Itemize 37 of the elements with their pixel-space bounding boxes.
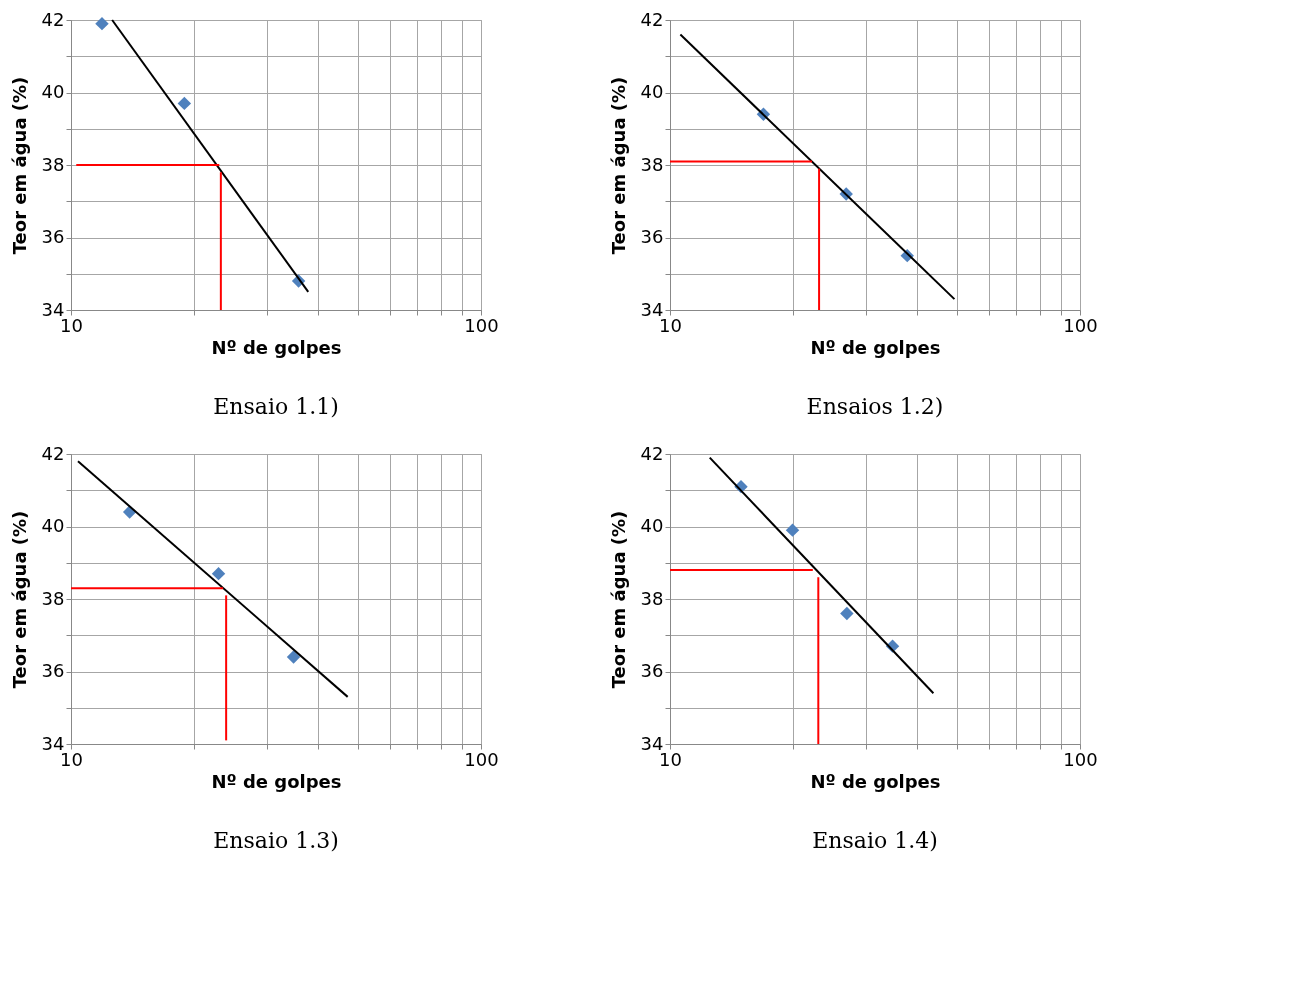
y-tick-label: 34 <box>640 298 664 320</box>
y-tick-label: 36 <box>640 660 664 681</box>
y-tick-label: 40 <box>41 81 65 102</box>
y-axis-title: Teor em água (%) <box>8 76 30 255</box>
point <box>785 523 800 537</box>
y-tick-label: 34 <box>41 732 65 754</box>
y-tick-label: 40 <box>41 515 65 536</box>
y-tick-label: 42 <box>640 442 664 464</box>
text: Ensaio 1.4) <box>812 828 938 853</box>
y-tick-label: 36 <box>41 660 65 681</box>
x-tick-label: 100 <box>1063 314 1098 336</box>
text: Ensaio 1.1) <box>213 394 339 419</box>
y-tick-label: 42 <box>41 442 65 464</box>
x-axis-title: Nº de golpes <box>211 770 342 792</box>
text: Ensaio 1.3) <box>213 828 339 853</box>
y-tick-label: 38 <box>640 153 664 175</box>
x-axis-title: Nº de golpes <box>211 336 342 358</box>
y-axis-title: Teor em água (%) <box>8 510 30 689</box>
x-axis-title: Nº de golpes <box>810 770 941 792</box>
y-tick-label: 42 <box>41 8 65 30</box>
y-tick-label: 34 <box>41 298 65 320</box>
x-tick-label: 100 <box>464 748 499 770</box>
y-tick-label: 36 <box>41 226 65 247</box>
x-tick-label: 100 <box>1063 748 1098 770</box>
y-tick-label: 40 <box>640 81 664 102</box>
y-tick-label: 38 <box>41 153 65 175</box>
y-tick-label: 38 <box>41 587 65 609</box>
y-tick-label: 38 <box>640 587 664 609</box>
y-tick-label: 40 <box>640 515 664 536</box>
y-axis-title: Teor em água (%) <box>607 76 629 255</box>
x-axis-title: Nº de golpes <box>810 336 941 358</box>
text: Ensaios 1.2) <box>806 394 944 419</box>
y-axis-title: Teor em água (%) <box>607 510 629 689</box>
y-tick-label: 42 <box>640 8 664 30</box>
y-tick-label: 36 <box>640 226 664 247</box>
y-tick-label: 34 <box>640 732 664 754</box>
x-tick-label: 100 <box>464 314 499 336</box>
